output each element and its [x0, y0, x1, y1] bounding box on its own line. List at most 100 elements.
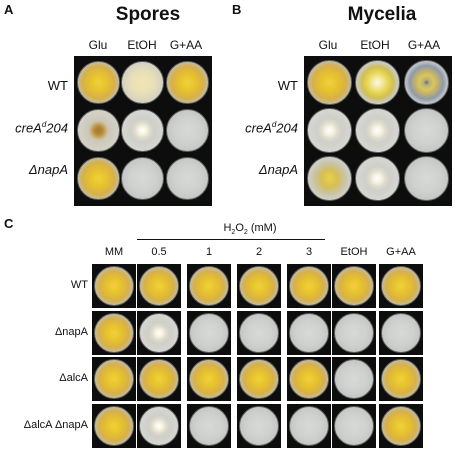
panel-c-col-label: MM [104, 246, 124, 258]
h2o2-plate [239, 359, 279, 399]
panel-c-col-label: G+AA [386, 246, 416, 258]
panel-a-letter: A [4, 2, 14, 17]
h2o2-plate [334, 266, 374, 306]
h2o2-plate [139, 406, 179, 446]
panel-c-col-label: EtOH [340, 246, 368, 258]
h2o2-plate [381, 266, 421, 306]
panel-c-tile [237, 311, 281, 355]
panel-c-tile [187, 357, 231, 401]
panel-a-plate-board [74, 56, 212, 206]
spore-plate [76, 108, 120, 152]
panel-c-tile [332, 404, 376, 448]
panel-c-tile [237, 357, 281, 401]
spore-plate [165, 156, 209, 200]
mycelia-plate [354, 107, 400, 153]
h2o2-plate [189, 313, 229, 353]
panel-c-tile [332, 264, 376, 308]
spore-plate [120, 156, 164, 200]
h2o2-plate [94, 266, 134, 306]
mycelia-plate [354, 59, 400, 105]
panel-c-tile [287, 311, 331, 355]
panel-c-tile [332, 357, 376, 401]
panel-c-tile [379, 357, 423, 401]
panel-c-tile [287, 264, 331, 308]
h2o2-plate [381, 406, 421, 446]
panel-a-row-label: ΔnapA [28, 162, 68, 177]
panel-b-letter: B [232, 2, 242, 17]
h2o2-plate [189, 406, 229, 446]
panel-b-title: Mycelia [347, 4, 417, 25]
panel-c-col-label: 2 [255, 246, 263, 258]
spore-plate [76, 60, 120, 104]
panel-c-tile [137, 357, 181, 401]
panel-c-col-label: 3 [305, 246, 313, 258]
h2o2-plate [239, 406, 279, 446]
h2o2-plate [94, 313, 134, 353]
panel-a-col-label: G+AA [169, 38, 203, 52]
h2o2-plate [334, 359, 374, 399]
h2o2-plate [381, 359, 421, 399]
h2o2-plate [239, 313, 279, 353]
h2o2-plate [94, 406, 134, 446]
mycelia-plate [403, 59, 449, 105]
spore-plate [120, 60, 164, 104]
panel-c-tile [287, 357, 331, 401]
mycelia-plate [306, 155, 352, 201]
panel-c-tile [287, 404, 331, 448]
h2o2-plate [94, 359, 134, 399]
panel-c-tile [92, 404, 136, 448]
spore-plate [76, 156, 120, 200]
h2o2-group-label: H2O2 (mM) [223, 222, 277, 237]
h2o2-plate [334, 406, 374, 446]
panel-a-row-label: creAd204 [15, 120, 68, 136]
panel-c-tile [92, 264, 136, 308]
h2o2-plate [289, 266, 329, 306]
panel-c-tile [379, 264, 423, 308]
panel-c-tile [137, 311, 181, 355]
panel-c-col-label: 0.5 [151, 246, 167, 258]
h2o2-plate [381, 313, 421, 353]
panel-b-col-label: G+AA [407, 38, 441, 52]
h2o2-plate [289, 359, 329, 399]
h2o2-plate [139, 313, 179, 353]
panel-c-tile [237, 404, 281, 448]
h2o2-plate [189, 266, 229, 306]
panel-a-row-label: WT [47, 78, 68, 93]
panel-c-tile [92, 357, 136, 401]
h2o2-plate [289, 406, 329, 446]
panel-c-tile [187, 404, 231, 448]
panel-b-row-label: creAd204 [245, 120, 298, 136]
panel-c-tile [237, 264, 281, 308]
h2o2-plate [289, 313, 329, 353]
panel-a-col-label: EtOH [127, 38, 157, 52]
panel-b-col-label: EtOH [360, 38, 390, 52]
panel-b-row-label: WT [277, 78, 298, 93]
panel-c-tile [92, 311, 136, 355]
panel-c-row-label: ΔnapA [54, 326, 88, 338]
h2o2-plate [239, 266, 279, 306]
panel-c-tile [137, 264, 181, 308]
panel-b-row-label: ΔnapA [258, 162, 298, 177]
panel-b-plate-board [304, 56, 452, 206]
panel-c-tile [137, 404, 181, 448]
panel-c-row-label: ΔalcA [59, 372, 88, 384]
h2o2-plate [139, 266, 179, 306]
h2o2-plate [189, 359, 229, 399]
mycelia-plate [403, 155, 449, 201]
spore-plate [165, 60, 209, 104]
mycelia-plate [306, 59, 352, 105]
mycelia-plate [306, 107, 352, 153]
spore-plate [120, 108, 164, 152]
panel-c-tile [187, 311, 231, 355]
panel-c-tile [332, 311, 376, 355]
panel-c-row-label: WT [70, 279, 88, 291]
panel-c-col-label: 1 [205, 246, 213, 258]
h2o2-plate [334, 313, 374, 353]
h2o2-plate [139, 359, 179, 399]
panel-b-col-label: Glu [318, 38, 338, 52]
panel-a-col-label: Glu [88, 38, 108, 52]
panel-c-letter: C [4, 216, 14, 231]
mycelia-plate [403, 107, 449, 153]
h2o2-group-bracket [137, 239, 325, 240]
panel-a-title: Spores [115, 4, 181, 25]
